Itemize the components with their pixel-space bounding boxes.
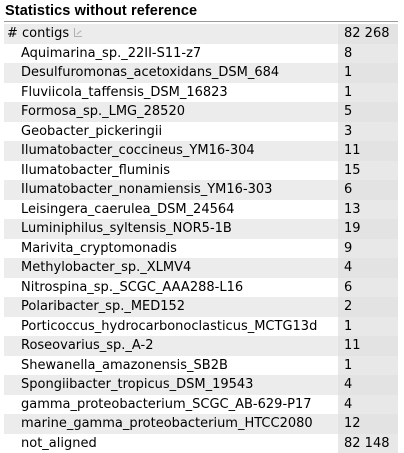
- reference-name: Roseovarius_sp._A-2: [4, 338, 338, 353]
- reference-name: Aquimarina_sp._22II-S11-z7: [4, 46, 338, 61]
- reference-name: Spongiibacter_tropicus_DSM_19543: [4, 377, 338, 392]
- contig-count: 11: [338, 336, 398, 356]
- contig-count: 4: [338, 258, 398, 278]
- contig-count: 9: [338, 239, 398, 259]
- reference-name: Fluviicola_taffensis_DSM_16823: [4, 85, 338, 100]
- sort-icon[interactable]: [73, 28, 83, 38]
- contig-count: 4: [338, 395, 398, 415]
- contig-count: 3: [338, 122, 398, 142]
- contig-count: 19: [338, 219, 398, 239]
- contig-count: 5: [338, 102, 398, 122]
- table-row-header[interactable]: # contigs 82 268: [4, 24, 398, 44]
- reference-name: Marivita_cryptomonadis: [4, 241, 338, 256]
- reference-name: Ilumatobacter_nonamiensis_YM16-303: [4, 182, 338, 197]
- reference-name: Methylobacter_sp._XLMV4: [4, 260, 338, 275]
- reference-name: Polaribacter_sp._MED152: [4, 299, 338, 314]
- reference-name: gamma_proteobacterium_SCGC_AB-629-P17: [4, 397, 338, 412]
- section-title: Statistics without reference: [5, 3, 197, 19]
- title-divider: [4, 21, 398, 22]
- reference-name: Ilumatobacter_coccineus_YM16-304: [4, 143, 338, 158]
- metric-label-cell: # contigs: [4, 26, 338, 41]
- statistics-panel: Statistics without reference # contigs 8…: [0, 0, 404, 428]
- contig-count: 1: [338, 317, 398, 337]
- reference-name: Desulfuromonas_acetoxidans_DSM_684: [4, 65, 338, 80]
- reference-name: Leisingera_caerulea_DSM_24564: [4, 202, 338, 217]
- contig-count: 6: [338, 278, 398, 298]
- contig-count: 1: [338, 356, 398, 376]
- contig-count: 2: [338, 297, 398, 317]
- contig-count: 11: [338, 141, 398, 161]
- reference-name: not_aligned: [4, 436, 338, 451]
- contig-count: 1: [338, 83, 398, 103]
- table-row: Porticoccus_hydrocarbonoclasticus_MCTG13…: [4, 317, 398, 337]
- statistics-table: # contigs 82 268 Aquimarina_sp._22II-S11…: [4, 24, 398, 453]
- contig-count: 13: [338, 200, 398, 220]
- reference-name: Luminiphilus_syltensis_NOR5-1B: [4, 221, 338, 236]
- reference-name: Formosa_sp._LMG_28520: [4, 104, 338, 119]
- contig-count: 15: [338, 161, 398, 181]
- contig-count: 4: [338, 375, 398, 395]
- reference-name: Ilumatobacter_fluminis: [4, 163, 338, 178]
- contig-count: 6: [338, 180, 398, 200]
- contig-count: 12: [338, 414, 398, 434]
- reference-name: Shewanella_amazonensis_SB2B: [4, 358, 338, 373]
- reference-name: Porticoccus_hydrocarbonoclasticus_MCTG13…: [4, 319, 338, 334]
- reference-name: marine_gamma_proteobacterium_HTCC2080: [4, 416, 338, 431]
- reference-name: Nitrospina_sp._SCGC_AAA288-L16: [4, 280, 338, 295]
- metric-value: 82 268: [338, 24, 398, 44]
- metric-label: # contigs: [7, 26, 69, 41]
- contig-count: 8: [338, 44, 398, 64]
- contig-count: 82 148: [338, 434, 398, 453]
- contig-count: 1: [338, 63, 398, 83]
- reference-name: Geobacter_pickeringii: [4, 124, 338, 139]
